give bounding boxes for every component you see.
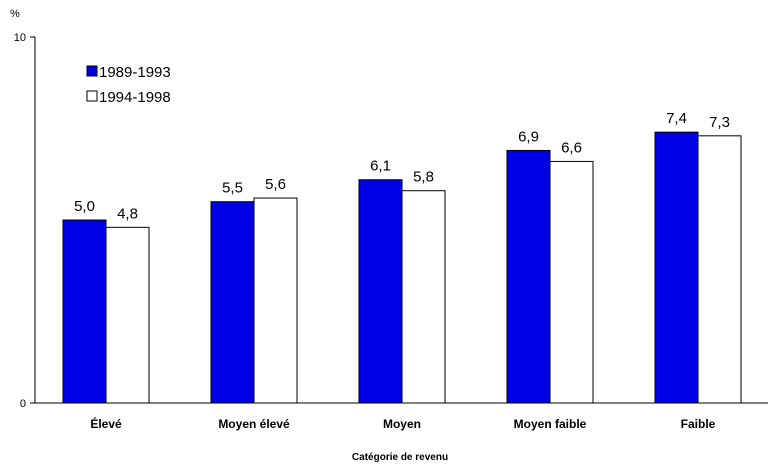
category-label: Moyen élevé [218,417,290,431]
y-unit-label: % [10,8,20,20]
bar-series1 [654,131,699,404]
category-labels: Élevé Moyen élevé Moyen Moyen faible Faible [90,416,715,431]
bar-series1 [210,201,255,404]
y-tick-label: 10 [14,32,26,44]
data-label: 6,9 [518,128,539,145]
legend: 1989-1993 1994-1998 [86,64,171,106]
data-label: 5,0 [74,198,95,215]
data-labels: 5,0 4,8 5,5 5,6 6,1 5,8 6,9 6,6 7,4 7,3 [74,110,730,222]
bar-series2 [697,135,742,404]
bar-series2 [105,226,150,404]
legend-swatch [86,90,98,102]
category-label: Moyen [383,417,421,431]
bars [62,131,742,404]
bar-series1 [506,149,551,404]
data-label: 5,5 [222,180,243,197]
legend-swatch [86,65,98,77]
bar-series2 [253,197,298,404]
data-label: 7,3 [709,114,730,131]
data-label: 7,4 [666,110,687,127]
data-label: 6,1 [370,158,391,175]
y-tick-label: 0 [20,398,26,410]
y-tick-labels: 0 10 [14,32,26,410]
bar-series2 [401,190,446,404]
data-label: 5,6 [265,176,286,193]
category-label: Élevé [90,416,122,431]
bar-series1 [358,179,403,404]
data-label: 6,6 [561,139,582,156]
bar-series2 [549,160,594,404]
x-axis-title: Catégorie de revenu [352,452,448,463]
legend-label: 1994-1998 [99,89,171,106]
data-label: 4,8 [117,205,138,222]
data-label: 5,8 [413,169,434,186]
bar-series1 [62,219,107,404]
legend-label: 1989-1993 [99,64,171,81]
category-label: Faible [681,417,716,431]
category-label: Moyen faible [514,417,587,431]
